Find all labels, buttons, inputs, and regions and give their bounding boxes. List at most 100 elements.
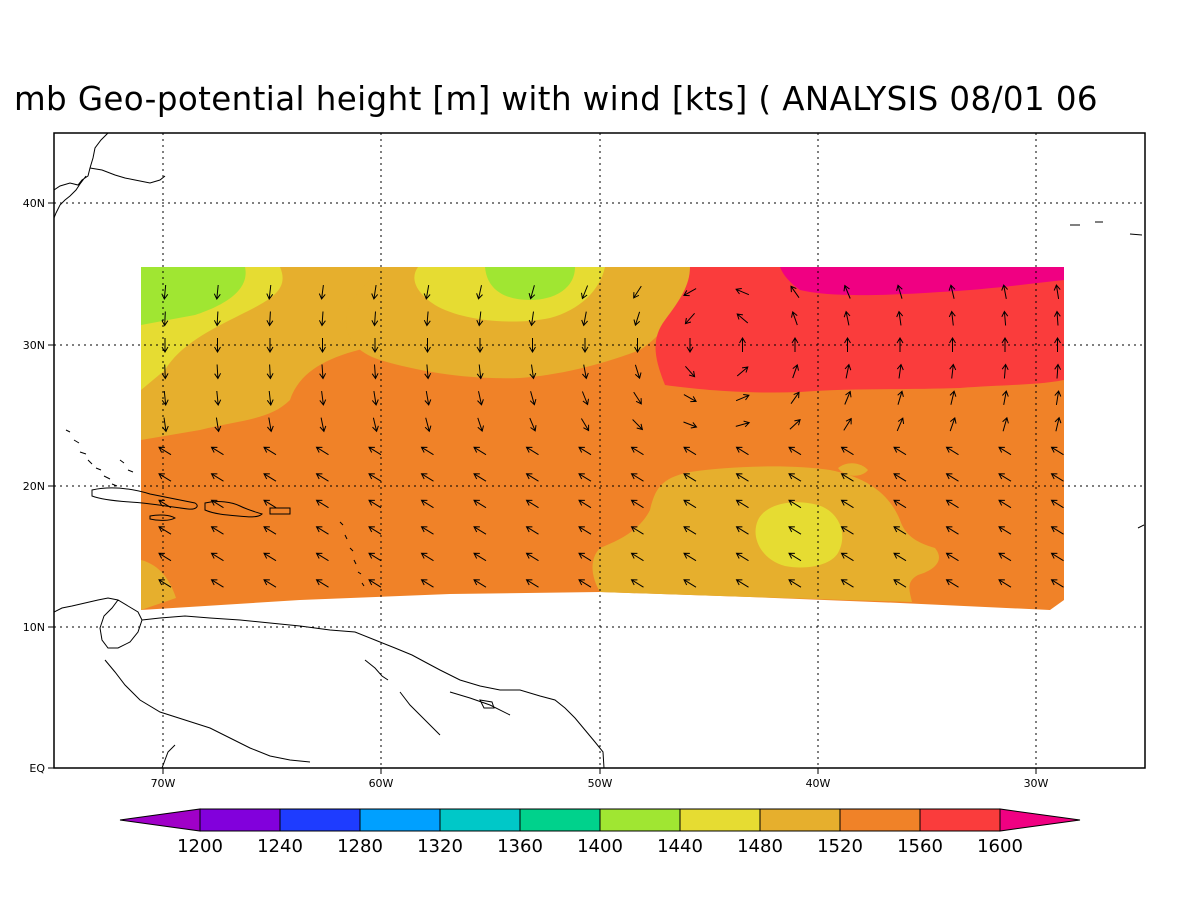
wind-arrow (368, 526, 382, 535)
wind-arrow (161, 390, 169, 406)
wind-arrow (473, 579, 487, 588)
wind-arrow (424, 417, 432, 433)
wind-arrow (371, 311, 379, 327)
wind-arrow (735, 552, 749, 562)
wind-arrow (735, 446, 749, 456)
wind-arrow (844, 390, 852, 405)
lat-label-20n: 20N (23, 480, 45, 493)
colorbar-box (839, 808, 921, 832)
wind-arrow (683, 579, 697, 588)
wind-arrow (1054, 363, 1062, 379)
wind-arrow (529, 417, 537, 432)
wind-arrow (634, 364, 642, 380)
wind-arrow (630, 446, 644, 456)
colorbar-label-1280: 1280 (337, 836, 383, 857)
wind-arrow (843, 284, 851, 299)
wind-arrow (581, 391, 589, 406)
region-1480-south (755, 502, 843, 568)
wind-arrow (424, 364, 432, 380)
wind-arrow (683, 446, 697, 456)
wind-arrow (893, 526, 907, 535)
region-1440-west (141, 267, 246, 325)
wind-arrow (214, 390, 222, 406)
coast-jamaica (149, 514, 176, 521)
wind-arrow (840, 499, 854, 509)
wind-arrow (998, 499, 1012, 509)
wind-arrow (739, 337, 746, 352)
wind-arrow (263, 499, 277, 509)
wind-arrow (580, 418, 590, 432)
coast-cape-verde (1070, 221, 1145, 529)
wind-arrow (528, 311, 536, 327)
wind-arrow (315, 552, 329, 562)
wind-arrow (420, 579, 434, 588)
colorbar-box (759, 808, 841, 832)
wind-arrow (420, 499, 434, 509)
colorbar-box (679, 808, 761, 832)
wind-arrow (578, 579, 592, 588)
wind-arrow (893, 552, 907, 562)
wind-arrow (736, 313, 749, 324)
colorbar-box (439, 808, 521, 832)
wind-arrow (476, 311, 484, 327)
wind-arrow (949, 390, 957, 405)
wind-arrow (371, 364, 379, 380)
wind-arrow (525, 552, 539, 562)
wind-arrow (161, 417, 169, 433)
wind-arrow (633, 391, 642, 405)
wind-arrow (633, 285, 642, 299)
colorbar-label-1560: 1560 (897, 836, 943, 857)
wind-arrow (578, 473, 592, 482)
wind-arrow (948, 284, 956, 299)
wind-arrow (1001, 284, 1008, 299)
wind-arrow (998, 526, 1012, 535)
wind-arrow (788, 446, 802, 456)
wind-arrow (213, 311, 221, 327)
coast-cuba (91, 487, 198, 510)
colorbar-label-1400: 1400 (577, 836, 623, 857)
wind-arrow (315, 526, 329, 535)
wind-arrow (266, 311, 274, 327)
wind-arrow (897, 390, 904, 405)
wind-arrow (210, 473, 224, 482)
wind-arrow (1053, 284, 1061, 299)
wind-arrow (948, 310, 956, 326)
wind-arrow (945, 499, 959, 509)
wind-arrow (476, 285, 483, 300)
wind-arrow (998, 552, 1012, 562)
wind-arrow (578, 499, 592, 509)
wind-arrow (840, 526, 854, 535)
wind-arrow (683, 421, 698, 429)
wind-arrow (1050, 446, 1064, 456)
wind-arrow (844, 363, 852, 379)
wind-arrow (633, 311, 641, 327)
wind-arrow (1053, 310, 1061, 326)
wind-arrow (945, 552, 959, 562)
colorbar-label-1520: 1520 (817, 836, 863, 857)
region-1520-blob (838, 463, 868, 476)
wind-arrow (630, 499, 644, 509)
wind-arrow (893, 579, 907, 588)
colorbar-box (199, 808, 281, 832)
wind-arrow (578, 446, 592, 456)
wind-arrow (210, 526, 224, 535)
wind-arrow (792, 363, 799, 379)
wind-arrow (632, 419, 644, 431)
wind-arrow (896, 310, 904, 326)
coast-hispaniola (204, 501, 263, 518)
region-1640 (780, 267, 1064, 296)
wind-arrow (210, 499, 224, 509)
wind-arrow (158, 526, 172, 535)
wind-arrow (473, 473, 487, 482)
wind-arrow (1050, 499, 1064, 509)
wind-arrow (896, 284, 903, 299)
colorbar-triangle-high (999, 808, 1081, 832)
wind-arrow (840, 579, 854, 588)
wind-arrow (945, 446, 959, 456)
lat-label-eq: EQ (29, 762, 45, 775)
wind-arrow (1050, 526, 1064, 535)
region-1600 (655, 267, 1064, 393)
wind-arrow (949, 337, 956, 352)
wind-arrow (735, 420, 751, 428)
wind-arrow (840, 552, 854, 562)
